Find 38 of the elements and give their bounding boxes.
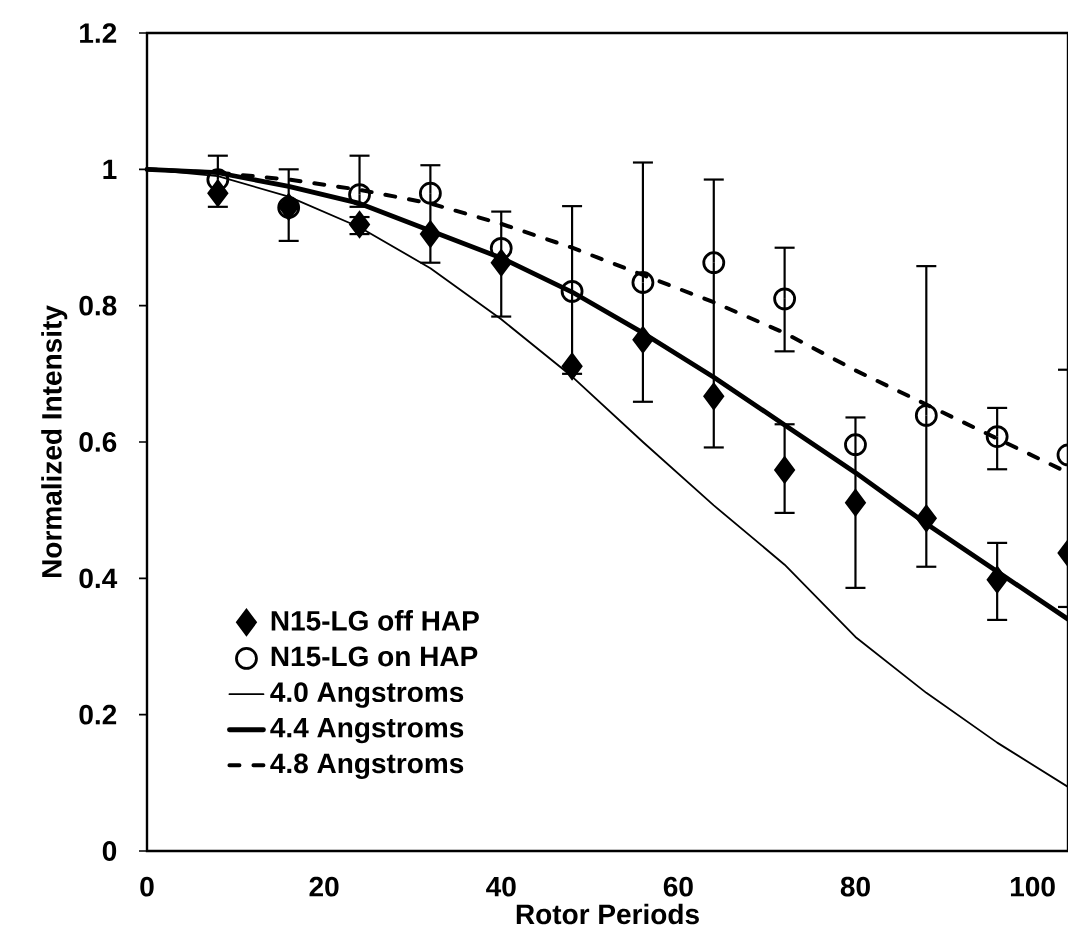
point (985, 425, 1009, 448)
y-tick-label: 0.6 (79, 432, 117, 452)
point (986, 566, 1008, 594)
legend-label: 4.0 Angstroms (270, 682, 464, 708)
point (489, 237, 513, 260)
x-tick-label: 80 (840, 876, 870, 897)
y-tick-label: 0.4 (79, 568, 118, 589)
point (703, 382, 725, 410)
point (561, 352, 583, 380)
y-axis-title: Normalized Intensity (41, 305, 68, 578)
point (845, 489, 866, 517)
y-tick-label: 0.8 (79, 295, 117, 316)
x-tick-label: 40 (486, 876, 516, 897)
x-axis-title: Rotor Periods (516, 903, 699, 925)
x-tick-label: 100 (1010, 876, 1055, 897)
y-tick-label: 0 (102, 841, 117, 861)
point (419, 220, 441, 248)
x-tick-label: 20 (309, 876, 339, 897)
y-tick-label: 1 (103, 159, 117, 179)
y-tick-label: 0.2 (79, 704, 117, 725)
y-tick-label: 1.2 (80, 23, 117, 43)
legend-label: N15-LG off HAP (271, 610, 479, 631)
point (206, 168, 230, 191)
point (702, 251, 726, 275)
x-tick-label: 0 (140, 876, 154, 897)
point (560, 279, 584, 303)
point (631, 271, 655, 294)
legend-label: 4.8 Angstroms (270, 753, 464, 779)
point (773, 287, 797, 311)
point (632, 326, 654, 354)
point (418, 181, 442, 205)
point (914, 404, 938, 427)
legend-label: 4.4 Angstroms (270, 718, 464, 744)
point (915, 504, 937, 532)
point (774, 456, 796, 484)
x-tick-label: 60 (663, 876, 693, 897)
point (844, 433, 867, 457)
legend-label: N15-LG on HAP (271, 646, 478, 667)
